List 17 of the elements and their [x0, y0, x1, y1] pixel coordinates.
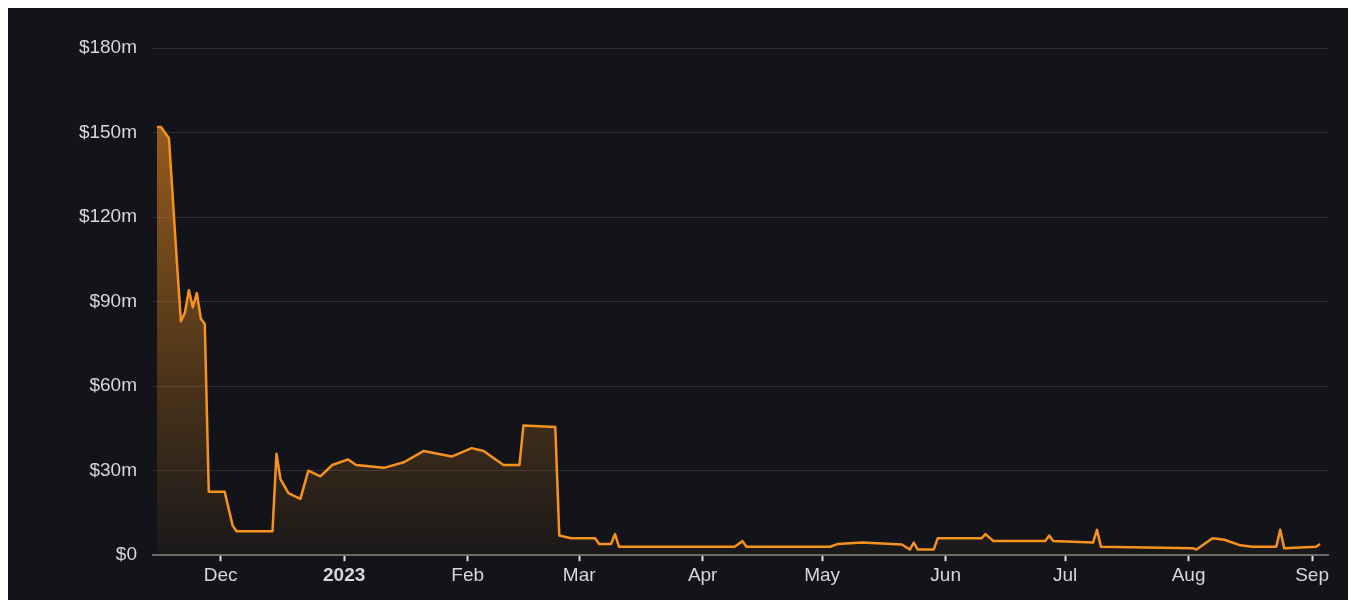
- x-tick-label: Mar: [562, 563, 597, 585]
- x-tick-label: May: [804, 563, 841, 585]
- x-tick-label: Dec: [203, 563, 238, 585]
- x-tick-label: Apr: [687, 563, 719, 585]
- y-tick-label: $90m: [89, 289, 137, 311]
- x-tick-label: Aug: [1171, 563, 1206, 585]
- x-tick-label: 2023: [323, 563, 366, 585]
- y-tick-label: $180m: [78, 36, 137, 58]
- y-tick-label: $120m: [78, 205, 137, 227]
- y-tick-label: $60m: [89, 374, 137, 396]
- x-tick-label: Sep: [1295, 563, 1329, 585]
- x-tick-label: Feb: [451, 563, 485, 585]
- x-tick-label: Jul: [1052, 563, 1078, 585]
- y-tick-label: $150m: [78, 120, 137, 142]
- y-tick-label: $0: [115, 543, 137, 565]
- y-tick-label: $30m: [89, 458, 137, 480]
- x-tick-label: Jun: [930, 563, 961, 585]
